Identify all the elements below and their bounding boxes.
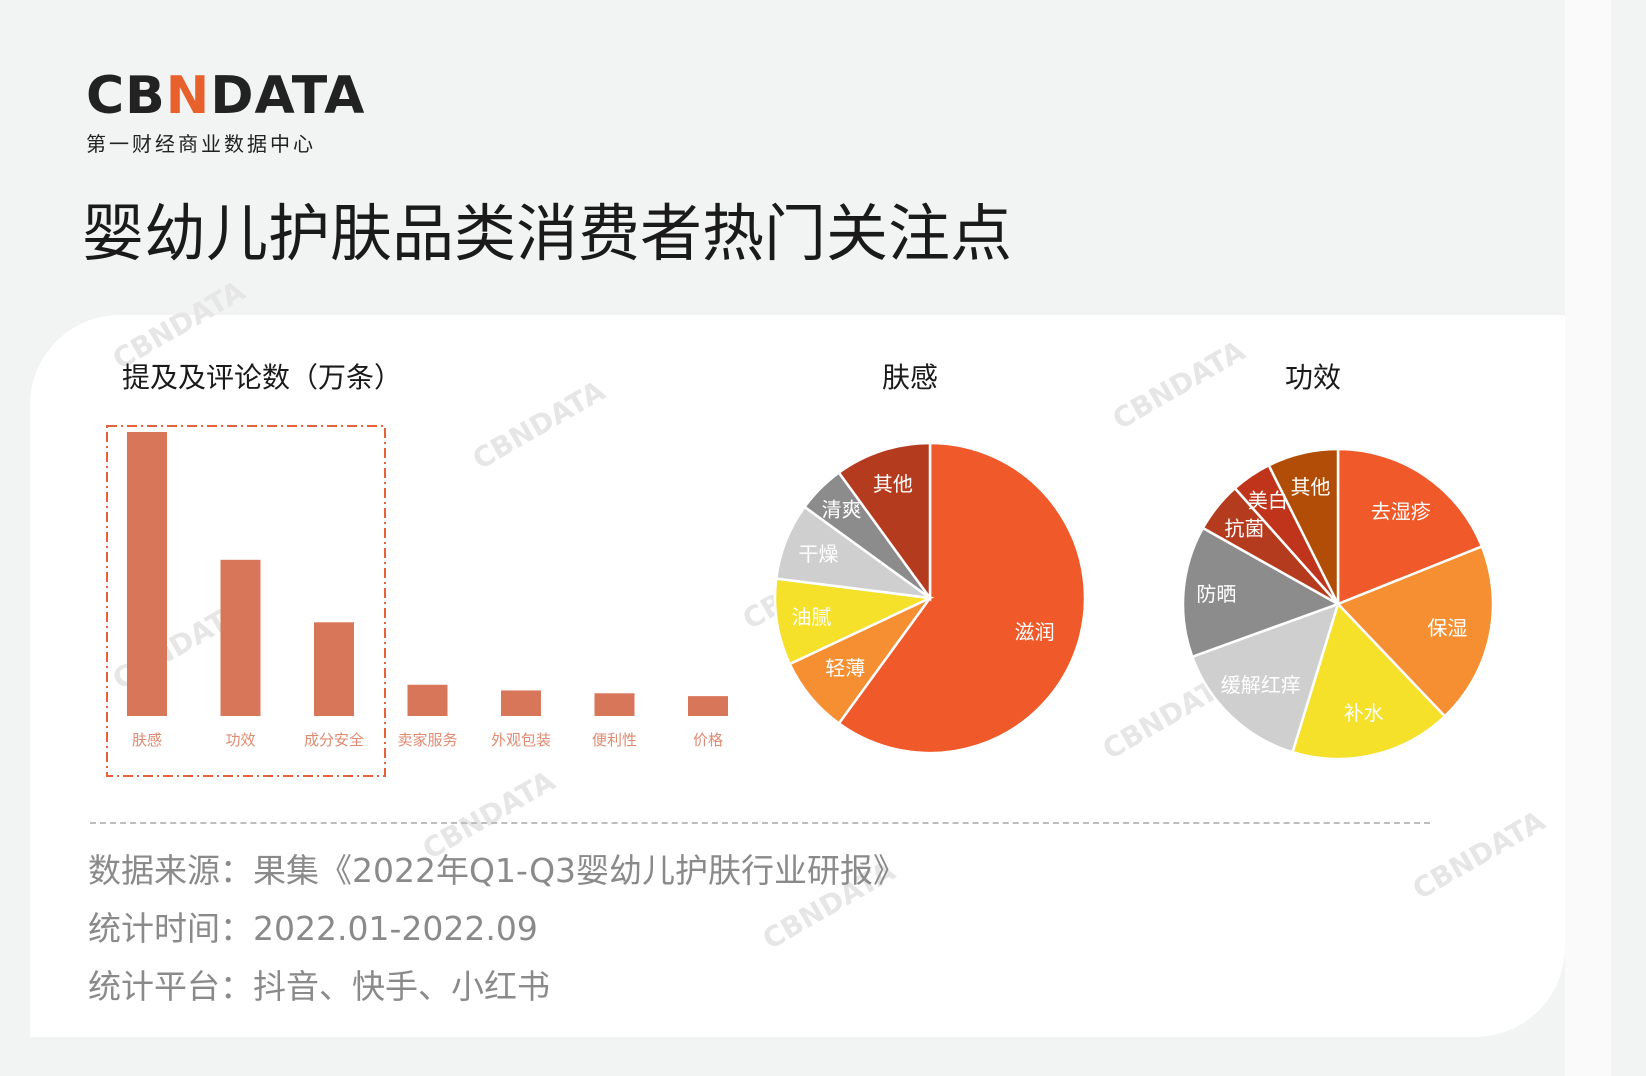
slice-label-7: 其他	[1290, 475, 1330, 499]
bar-3	[407, 684, 448, 716]
logo-subtitle: 第一财经商业数据中心	[86, 132, 316, 156]
bar-2	[314, 622, 354, 716]
slice-label-3: 干燥	[798, 542, 838, 566]
slice-label-5: 抗菌	[1225, 517, 1265, 541]
slice-label-1: 轻薄	[825, 656, 865, 680]
bar-6	[688, 696, 728, 716]
bar-label-3: 卖家服务	[397, 731, 457, 749]
footnotes: 数据来源：果集《2022年Q1-Q3婴幼儿护肤行业研报》 统计时间：2022.0…	[88, 842, 906, 1016]
cbndata-logo: CBNDATA 第一财经商业数据中心	[86, 70, 365, 157]
slice-0	[837, 441, 1087, 755]
platform-note: 统计平台：抖音、快手、小红书	[88, 967, 550, 1006]
slice-label-0: 去湿疹	[1371, 499, 1431, 523]
watermark-1: CBNDATA	[467, 374, 611, 476]
page-edge-shade	[1565, 0, 1611, 1076]
slice-label-4: 清爽	[822, 498, 862, 522]
page-title: 婴幼儿护肤品类消费者热门关注点	[82, 197, 1013, 270]
logo-wordmark: CBNDATA	[86, 66, 366, 126]
bar-label-5: 便利性	[592, 731, 637, 749]
pie-chart-skin-feel-title: 肤感	[882, 361, 938, 394]
highlight-box	[106, 425, 386, 777]
slice-7	[1267, 447, 1340, 605]
slice-5	[837, 441, 932, 602]
slice-4	[1181, 526, 1341, 659]
slice-3	[1190, 601, 1340, 754]
bar-1	[220, 559, 261, 716]
watermark-4: CBNDATA	[1107, 334, 1251, 436]
bar-label-1: 功效	[225, 731, 255, 749]
source-note: 数据来源：果集《2022年Q1-Q3婴幼儿护肤行业研报》	[88, 851, 907, 890]
bar-label-0: 肤感	[132, 731, 162, 749]
bar-chart: 肤感 功效 成分安全 卖家服务 外观包装 便利性 价格	[106, 425, 728, 777]
bar-0	[127, 432, 167, 716]
pie-chart-efficacy-title: 功效	[1285, 361, 1341, 394]
slice-label-2: 补水	[1344, 701, 1384, 725]
bar-chart-title: 提及及评论数（万条）	[122, 361, 402, 394]
slice-1	[1335, 544, 1495, 719]
slice-2	[773, 577, 935, 666]
slice-2	[1290, 601, 1447, 761]
dashed-divider	[90, 822, 1430, 824]
slice-label-3: 缓解红痒	[1221, 673, 1301, 697]
slice-label-0: 滋润	[1015, 620, 1055, 644]
slice-label-1: 保湿	[1427, 616, 1467, 640]
watermark-8: CBNDATA	[1407, 804, 1551, 906]
slice-label-5: 其他	[873, 472, 913, 496]
slice-label-6: 美白	[1248, 488, 1288, 512]
bar-label-2: 成分安全	[304, 731, 364, 749]
slice-label-4: 防晒	[1196, 582, 1236, 606]
period-note: 统计时间：2022.01-2022.09	[88, 909, 538, 948]
bar-4	[501, 690, 541, 716]
bar-label-4: 外观包装	[491, 731, 551, 749]
slice-label-2: 油腻	[791, 605, 831, 629]
bar-5	[594, 693, 635, 716]
slice-0	[1336, 447, 1484, 606]
bar-label-6: 价格	[693, 731, 723, 749]
